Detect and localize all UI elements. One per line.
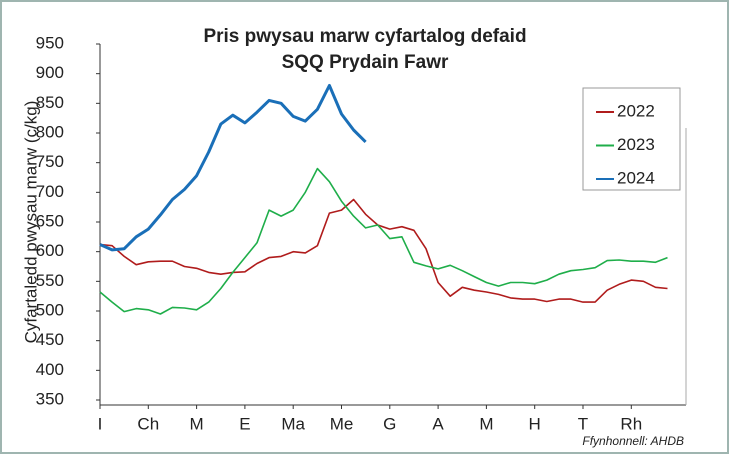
y-tick-label: 600 — [36, 241, 64, 260]
y-tick-label: 850 — [36, 93, 64, 112]
y-tick-label: 900 — [36, 63, 64, 82]
x-tick-label: T — [578, 414, 588, 433]
y-tick-label: 400 — [36, 360, 64, 379]
y-tick-label: 650 — [36, 211, 64, 230]
x-tick-label: Rh — [620, 414, 642, 433]
legend-label: 2023 — [617, 135, 655, 154]
y-tick-label: 750 — [36, 152, 64, 171]
y-tick-label: 800 — [36, 122, 64, 141]
y-tick-label: 950 — [36, 33, 64, 52]
y-tick-label: 500 — [36, 300, 64, 319]
legend-box — [582, 87, 681, 191]
y-axis-label: Cyfartaledd pwysau marw (c/kg) — [21, 101, 40, 344]
series-line — [99, 198, 668, 303]
chart-subtitle: SQQ Prydain Fawr — [282, 52, 449, 73]
x-tick-label: A — [432, 414, 444, 433]
x-tick-label: G — [383, 414, 396, 433]
legend-label: 2022 — [617, 101, 655, 120]
y-tick-label: 350 — [36, 389, 64, 408]
x-tick-label: E — [239, 414, 250, 433]
x-tick-label: H — [529, 414, 541, 433]
x-tick-label: Ch — [137, 414, 159, 433]
source: Ffynhonnell: AHDB — [582, 434, 684, 448]
series-line — [99, 167, 668, 315]
series-line — [99, 84, 367, 252]
y-tick-label: 450 — [36, 330, 64, 349]
x-tick-label: I — [98, 414, 103, 433]
x-tick-label: M — [190, 414, 204, 433]
x-tick-label: M — [479, 414, 493, 433]
chart-title: Pris pwysau marw cyfartalog defaid — [203, 26, 526, 47]
y-tick-label: 700 — [36, 182, 64, 201]
y-tick-label: 550 — [36, 271, 64, 290]
x-tick-label: Me — [330, 414, 354, 433]
legend-label: 2024 — [617, 168, 655, 187]
x-tick-label: Ma — [281, 414, 305, 433]
